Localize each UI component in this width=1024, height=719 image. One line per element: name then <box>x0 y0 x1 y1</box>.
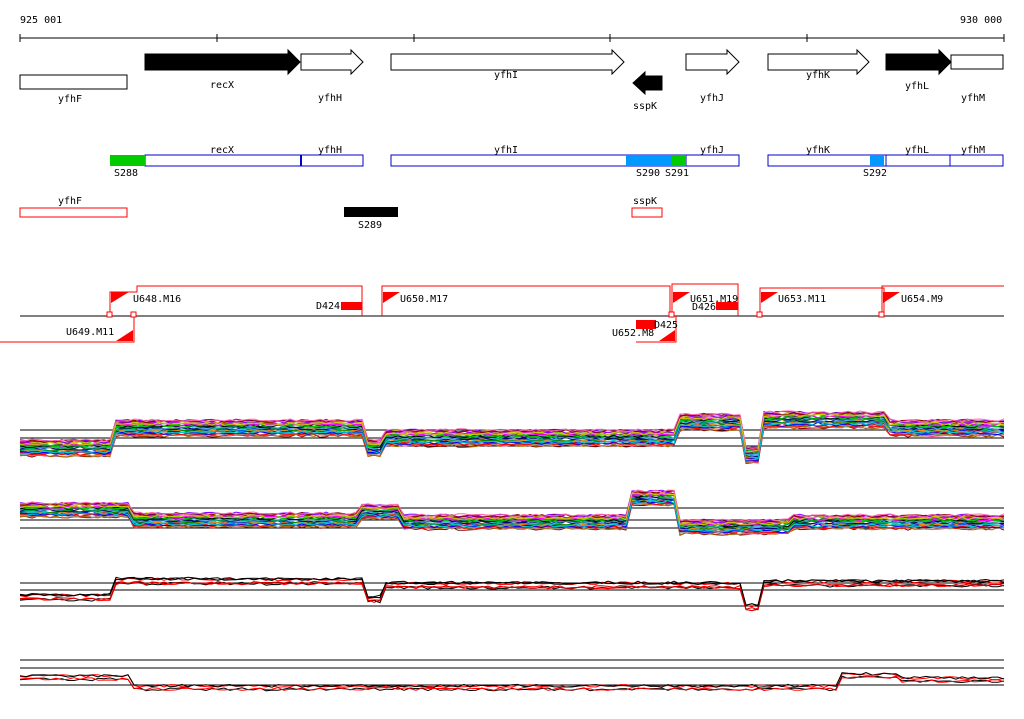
expression-trace <box>19 419 1005 458</box>
downshift-label-D425: D425 <box>654 320 678 331</box>
gene-yfhL[interactable]: yfhL <box>885 48 952 92</box>
operon-label-yfhM: yfhM <box>961 145 985 156</box>
downshift-D425[interactable]: D425 <box>636 320 678 331</box>
operon-box-yfhJ[interactable] <box>685 154 740 167</box>
expression-panel-red-black-reverse <box>19 659 1005 692</box>
gene-label-yfhL: yfhL <box>905 81 929 92</box>
operon-label-yfhK: yfhK <box>806 145 830 156</box>
expression-panel-multicolor-forward <box>19 410 1005 465</box>
transcript-label-U651: U651.M19 <box>690 294 738 305</box>
expression-trace <box>19 489 1005 522</box>
segment-S289[interactable] <box>344 207 398 217</box>
transcript-label-U648: U648.M16 <box>133 294 181 305</box>
coord-start-label: 925 001 <box>20 15 62 26</box>
red-box-label-sspK: sspK <box>633 196 657 207</box>
operon-box-yfhL[interactable] <box>885 154 951 167</box>
expression-trace <box>19 580 1005 611</box>
transcript-U652[interactable]: U652.M8 <box>612 316 677 343</box>
gene-label-yfhH: yfhH <box>318 93 342 104</box>
transcript-U653[interactable]: U653.M11 <box>756 287 885 318</box>
segment-S288[interactable] <box>110 155 145 166</box>
coord-end-label: 930 000 <box>960 15 1002 26</box>
operon-box-yfhK[interactable] <box>767 154 887 167</box>
red-box-yfhF[interactable] <box>19 207 128 218</box>
transcript-U651[interactable]: U651.M19 <box>668 283 739 318</box>
operon-label-recX: recX <box>210 145 234 156</box>
transcript-label-U649: U649.M11 <box>66 327 114 338</box>
expression-trace <box>20 501 1005 535</box>
segment-S292[interactable] <box>870 155 884 166</box>
downshift-D424[interactable]: D424 <box>316 301 362 312</box>
gene-label-yfhK: yfhK <box>806 70 830 81</box>
expression-trace <box>19 410 1005 449</box>
expression-trace <box>19 413 1005 453</box>
transcript-label-U653: U653.M11 <box>778 294 826 305</box>
gene-label-yfhM: yfhM <box>961 93 985 104</box>
gene-yfhF[interactable]: yfhF <box>19 74 128 105</box>
gene-yfhI[interactable]: yfhI <box>390 48 625 81</box>
expression-trace <box>19 672 1005 688</box>
transcript-U649[interactable]: U649.M11 <box>0 311 137 343</box>
transcript-U648[interactable]: U648.M16 <box>106 285 363 318</box>
downshift-label-D426: D426 <box>692 302 716 313</box>
expression-panel-red-black-forward <box>19 576 1005 612</box>
gene-yfhH[interactable]: yfhH <box>300 48 364 104</box>
operon-track: recX yfhH yfhI yfhJ yfhK yfhL yfhM S288 … <box>110 145 1004 179</box>
expression-trace <box>19 414 1005 453</box>
operon-label-yfhI: yfhI <box>494 145 518 156</box>
operon-label-yfhL: yfhL <box>905 145 929 156</box>
expression-panel-multicolor-reverse <box>19 489 1005 537</box>
secondary-feature-track: yfhF S289 sspK <box>19 196 663 231</box>
expression-trace <box>20 422 1005 461</box>
expression-trace <box>19 416 1005 455</box>
segment-label-S289: S289 <box>358 220 382 231</box>
expression-trace <box>19 675 1005 692</box>
expression-trace <box>19 497 1005 531</box>
expression-trace <box>19 675 1005 692</box>
transcript-label-U650: U650.M17 <box>400 294 448 305</box>
operon-box-yfhM[interactable] <box>949 154 1004 167</box>
expression-trace <box>19 492 1005 526</box>
gene-label-sspK: sspK <box>633 101 657 112</box>
coordinate-ruler: 925 001 930 000 <box>19 15 1005 42</box>
gene-track: yfhF recX yfhH yfhI sspK yfhJ yfhK yfhL <box>19 48 1004 112</box>
segment-label-S291: S291 <box>665 168 689 179</box>
transcription-unit-track: U648.M16 D424 U649.M11 U650.M17 U651.M19 <box>0 283 1004 343</box>
segment-label-S290: S290 <box>636 168 660 179</box>
gene-sspK[interactable]: sspK <box>632 70 663 112</box>
segment-S291[interactable] <box>672 155 686 166</box>
gene-recX[interactable]: recX <box>144 48 301 91</box>
gene-yfhM[interactable]: yfhM <box>950 54 1004 104</box>
expression-trace <box>19 423 1005 463</box>
red-box-label-yfhF: yfhF <box>58 196 82 207</box>
gene-label-yfhJ: yfhJ <box>700 93 724 104</box>
gene-yfhK[interactable]: yfhK <box>767 48 870 81</box>
gene-label-yfhI: yfhI <box>494 70 518 81</box>
downshift-D426[interactable]: D426 <box>692 302 738 313</box>
operon-label-yfhH: yfhH <box>318 145 342 156</box>
gene-yfhJ[interactable]: yfhJ <box>685 48 740 104</box>
operon-box-yfhH[interactable] <box>300 154 364 167</box>
expression-trace <box>19 576 1005 606</box>
operon-box-recX[interactable] <box>144 154 302 167</box>
expression-trace <box>19 493 1005 526</box>
transcript-U654[interactable]: U654.M9 <box>878 285 1004 318</box>
red-box-sspK[interactable] <box>631 207 663 218</box>
transcript-U650[interactable]: U650.M17 <box>381 285 671 316</box>
expression-trace <box>20 499 1005 533</box>
expression-trace <box>19 495 1005 529</box>
operon-label-yfhJ: yfhJ <box>700 145 724 156</box>
downshift-label-D424: D424 <box>316 301 340 312</box>
gene-label-recX: recX <box>210 80 234 91</box>
segment-label-S292: S292 <box>863 168 887 179</box>
transcript-label-U652: U652.M8 <box>612 328 654 339</box>
segment-label-S288: S288 <box>114 168 138 179</box>
transcript-label-U654: U654.M9 <box>901 294 943 305</box>
gene-label-yfhF: yfhF <box>58 94 82 105</box>
segment-S290[interactable] <box>626 155 672 166</box>
